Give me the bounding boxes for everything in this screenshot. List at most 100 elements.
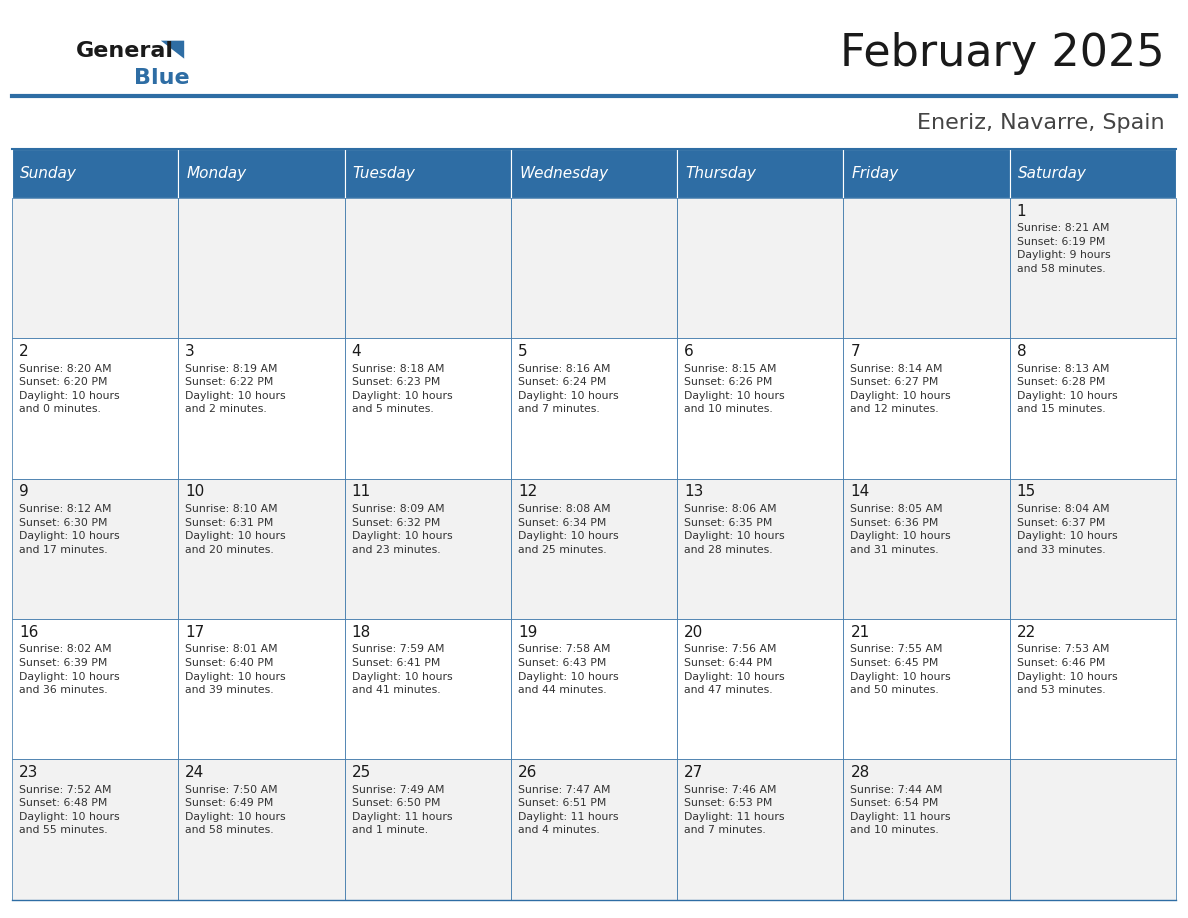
FancyBboxPatch shape	[843, 479, 1010, 619]
Text: Sunrise: 8:21 AM
Sunset: 6:19 PM
Daylight: 9 hours
and 58 minutes.: Sunrise: 8:21 AM Sunset: 6:19 PM Dayligh…	[1017, 223, 1111, 274]
Text: Sunrise: 7:46 AM
Sunset: 6:53 PM
Daylight: 11 hours
and 7 minutes.: Sunrise: 7:46 AM Sunset: 6:53 PM Dayligh…	[684, 785, 784, 835]
Text: Tuesday: Tuesday	[353, 166, 416, 181]
Text: 8: 8	[1017, 344, 1026, 359]
FancyBboxPatch shape	[12, 619, 178, 759]
Text: 20: 20	[684, 624, 703, 640]
FancyBboxPatch shape	[345, 759, 511, 900]
FancyBboxPatch shape	[12, 479, 178, 619]
Text: Sunrise: 7:49 AM
Sunset: 6:50 PM
Daylight: 11 hours
and 1 minute.: Sunrise: 7:49 AM Sunset: 6:50 PM Dayligh…	[352, 785, 451, 835]
Text: Sunrise: 8:02 AM
Sunset: 6:39 PM
Daylight: 10 hours
and 36 minutes.: Sunrise: 8:02 AM Sunset: 6:39 PM Dayligh…	[19, 644, 120, 695]
Text: Sunrise: 8:05 AM
Sunset: 6:36 PM
Daylight: 10 hours
and 31 minutes.: Sunrise: 8:05 AM Sunset: 6:36 PM Dayligh…	[851, 504, 952, 554]
Polygon shape	[160, 40, 184, 59]
Text: Sunrise: 8:20 AM
Sunset: 6:20 PM
Daylight: 10 hours
and 0 minutes.: Sunrise: 8:20 AM Sunset: 6:20 PM Dayligh…	[19, 364, 120, 414]
FancyBboxPatch shape	[511, 479, 677, 619]
Text: Sunrise: 8:12 AM
Sunset: 6:30 PM
Daylight: 10 hours
and 17 minutes.: Sunrise: 8:12 AM Sunset: 6:30 PM Dayligh…	[19, 504, 120, 554]
FancyBboxPatch shape	[178, 479, 345, 619]
FancyBboxPatch shape	[511, 619, 677, 759]
Text: 21: 21	[851, 624, 870, 640]
Text: 13: 13	[684, 484, 703, 499]
Text: 3: 3	[185, 344, 195, 359]
Text: 6: 6	[684, 344, 694, 359]
Text: Sunrise: 8:16 AM
Sunset: 6:24 PM
Daylight: 10 hours
and 7 minutes.: Sunrise: 8:16 AM Sunset: 6:24 PM Dayligh…	[518, 364, 619, 414]
FancyBboxPatch shape	[345, 198, 511, 339]
Text: Blue: Blue	[134, 68, 190, 87]
Text: 2: 2	[19, 344, 29, 359]
FancyBboxPatch shape	[843, 339, 1010, 479]
FancyBboxPatch shape	[677, 339, 843, 479]
FancyBboxPatch shape	[1010, 149, 1176, 198]
FancyBboxPatch shape	[1010, 198, 1176, 339]
Text: 15: 15	[1017, 484, 1036, 499]
FancyBboxPatch shape	[1010, 339, 1176, 479]
FancyBboxPatch shape	[345, 619, 511, 759]
Text: 10: 10	[185, 484, 204, 499]
Text: 16: 16	[19, 624, 38, 640]
FancyBboxPatch shape	[178, 619, 345, 759]
Text: Sunrise: 8:06 AM
Sunset: 6:35 PM
Daylight: 10 hours
and 28 minutes.: Sunrise: 8:06 AM Sunset: 6:35 PM Dayligh…	[684, 504, 785, 554]
FancyBboxPatch shape	[345, 339, 511, 479]
Text: Sunrise: 7:55 AM
Sunset: 6:45 PM
Daylight: 10 hours
and 50 minutes.: Sunrise: 7:55 AM Sunset: 6:45 PM Dayligh…	[851, 644, 952, 695]
Text: Friday: Friday	[852, 166, 899, 181]
FancyBboxPatch shape	[178, 759, 345, 900]
Text: General: General	[76, 40, 173, 61]
Text: Sunrise: 8:13 AM
Sunset: 6:28 PM
Daylight: 10 hours
and 15 minutes.: Sunrise: 8:13 AM Sunset: 6:28 PM Dayligh…	[1017, 364, 1118, 414]
Text: Sunrise: 8:10 AM
Sunset: 6:31 PM
Daylight: 10 hours
and 20 minutes.: Sunrise: 8:10 AM Sunset: 6:31 PM Dayligh…	[185, 504, 286, 554]
Text: 24: 24	[185, 765, 204, 780]
FancyBboxPatch shape	[12, 339, 178, 479]
FancyBboxPatch shape	[12, 198, 178, 339]
Text: Thursday: Thursday	[685, 166, 757, 181]
FancyBboxPatch shape	[677, 479, 843, 619]
FancyBboxPatch shape	[1010, 619, 1176, 759]
FancyBboxPatch shape	[178, 198, 345, 339]
FancyBboxPatch shape	[843, 759, 1010, 900]
Text: 5: 5	[518, 344, 527, 359]
FancyBboxPatch shape	[843, 198, 1010, 339]
Text: 28: 28	[851, 765, 870, 780]
Text: Sunrise: 7:56 AM
Sunset: 6:44 PM
Daylight: 10 hours
and 47 minutes.: Sunrise: 7:56 AM Sunset: 6:44 PM Dayligh…	[684, 644, 785, 695]
Text: Sunrise: 8:09 AM
Sunset: 6:32 PM
Daylight: 10 hours
and 23 minutes.: Sunrise: 8:09 AM Sunset: 6:32 PM Dayligh…	[352, 504, 453, 554]
Text: Saturday: Saturday	[1018, 166, 1087, 181]
Text: Sunrise: 8:04 AM
Sunset: 6:37 PM
Daylight: 10 hours
and 33 minutes.: Sunrise: 8:04 AM Sunset: 6:37 PM Dayligh…	[1017, 504, 1118, 554]
Text: Sunrise: 8:08 AM
Sunset: 6:34 PM
Daylight: 10 hours
and 25 minutes.: Sunrise: 8:08 AM Sunset: 6:34 PM Dayligh…	[518, 504, 619, 554]
Text: 19: 19	[518, 624, 537, 640]
FancyBboxPatch shape	[677, 198, 843, 339]
Text: Sunrise: 8:18 AM
Sunset: 6:23 PM
Daylight: 10 hours
and 5 minutes.: Sunrise: 8:18 AM Sunset: 6:23 PM Dayligh…	[352, 364, 453, 414]
Text: Sunrise: 7:58 AM
Sunset: 6:43 PM
Daylight: 10 hours
and 44 minutes.: Sunrise: 7:58 AM Sunset: 6:43 PM Dayligh…	[518, 644, 619, 695]
Text: 22: 22	[1017, 624, 1036, 640]
Text: 17: 17	[185, 624, 204, 640]
FancyBboxPatch shape	[345, 149, 511, 198]
Text: Sunrise: 7:59 AM
Sunset: 6:41 PM
Daylight: 10 hours
and 41 minutes.: Sunrise: 7:59 AM Sunset: 6:41 PM Dayligh…	[352, 644, 453, 695]
Text: 9: 9	[19, 484, 29, 499]
FancyBboxPatch shape	[677, 759, 843, 900]
Text: Sunrise: 8:01 AM
Sunset: 6:40 PM
Daylight: 10 hours
and 39 minutes.: Sunrise: 8:01 AM Sunset: 6:40 PM Dayligh…	[185, 644, 286, 695]
Text: 26: 26	[518, 765, 537, 780]
FancyBboxPatch shape	[511, 759, 677, 900]
Text: Sunrise: 8:14 AM
Sunset: 6:27 PM
Daylight: 10 hours
and 12 minutes.: Sunrise: 8:14 AM Sunset: 6:27 PM Dayligh…	[851, 364, 952, 414]
Text: Sunrise: 7:44 AM
Sunset: 6:54 PM
Daylight: 11 hours
and 10 minutes.: Sunrise: 7:44 AM Sunset: 6:54 PM Dayligh…	[851, 785, 950, 835]
FancyBboxPatch shape	[1010, 759, 1176, 900]
Text: 27: 27	[684, 765, 703, 780]
Text: 11: 11	[352, 484, 371, 499]
Text: Monday: Monday	[187, 166, 247, 181]
Text: 1: 1	[1017, 204, 1026, 218]
Text: 12: 12	[518, 484, 537, 499]
Text: Sunrise: 7:52 AM
Sunset: 6:48 PM
Daylight: 10 hours
and 55 minutes.: Sunrise: 7:52 AM Sunset: 6:48 PM Dayligh…	[19, 785, 120, 835]
FancyBboxPatch shape	[511, 339, 677, 479]
FancyBboxPatch shape	[843, 149, 1010, 198]
Text: 14: 14	[851, 484, 870, 499]
Text: 18: 18	[352, 624, 371, 640]
FancyBboxPatch shape	[677, 149, 843, 198]
Text: Sunrise: 7:50 AM
Sunset: 6:49 PM
Daylight: 10 hours
and 58 minutes.: Sunrise: 7:50 AM Sunset: 6:49 PM Dayligh…	[185, 785, 286, 835]
Text: 23: 23	[19, 765, 38, 780]
FancyBboxPatch shape	[843, 619, 1010, 759]
FancyBboxPatch shape	[12, 149, 178, 198]
FancyBboxPatch shape	[511, 149, 677, 198]
FancyBboxPatch shape	[178, 339, 345, 479]
FancyBboxPatch shape	[1010, 479, 1176, 619]
FancyBboxPatch shape	[677, 619, 843, 759]
Text: 7: 7	[851, 344, 860, 359]
Text: Wednesday: Wednesday	[519, 166, 608, 181]
FancyBboxPatch shape	[12, 759, 178, 900]
Text: Eneriz, Navarre, Spain: Eneriz, Navarre, Spain	[917, 113, 1164, 132]
Text: February 2025: February 2025	[840, 31, 1164, 74]
